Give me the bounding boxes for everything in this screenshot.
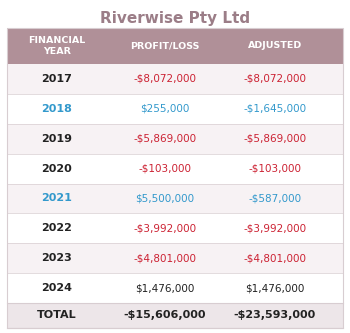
Bar [7, 124, 343, 154]
Bar [7, 243, 343, 273]
Text: -$4,801,000: -$4,801,000 [133, 253, 196, 263]
Text: FINANCIAL
YEAR: FINANCIAL YEAR [28, 36, 86, 56]
Text: -$8,072,000: -$8,072,000 [244, 74, 307, 84]
Text: -$103,000: -$103,000 [248, 164, 301, 173]
Text: -$23,593,000: -$23,593,000 [234, 310, 316, 320]
Text: $5,500,000: $5,500,000 [135, 193, 195, 203]
Bar [7, 94, 343, 124]
Text: -$587,000: -$587,000 [248, 193, 302, 203]
Text: -$3,992,000: -$3,992,000 [133, 223, 197, 233]
Bar [7, 64, 343, 94]
Text: -$4,801,000: -$4,801,000 [244, 253, 307, 263]
Text: 2020: 2020 [42, 164, 72, 173]
Text: -$5,869,000: -$5,869,000 [244, 134, 307, 144]
Text: 2021: 2021 [42, 193, 72, 203]
Text: PROFIT/LOSS: PROFIT/LOSS [130, 42, 200, 51]
Bar [7, 273, 343, 303]
Text: -$3,992,000: -$3,992,000 [244, 223, 307, 233]
Text: -$103,000: -$103,000 [139, 164, 191, 173]
Bar [7, 28, 343, 64]
Text: 2019: 2019 [42, 134, 72, 144]
Text: 2023: 2023 [42, 253, 72, 263]
Text: -$8,072,000: -$8,072,000 [133, 74, 196, 84]
Text: ADJUSTED: ADJUSTED [248, 42, 302, 51]
Bar [7, 213, 343, 243]
Text: 2022: 2022 [42, 223, 72, 233]
Bar [7, 303, 343, 328]
Text: $1,476,000: $1,476,000 [135, 283, 195, 293]
Text: -$15,606,000: -$15,606,000 [124, 310, 206, 320]
Text: Riverwise Pty Ltd: Riverwise Pty Ltd [100, 11, 250, 26]
Bar [7, 154, 343, 183]
Bar [7, 183, 343, 213]
Text: 2018: 2018 [42, 104, 72, 114]
Text: $255,000: $255,000 [140, 104, 190, 114]
Text: -$1,645,000: -$1,645,000 [244, 104, 307, 114]
Text: -$5,869,000: -$5,869,000 [133, 134, 197, 144]
Text: $1,476,000: $1,476,000 [245, 283, 305, 293]
Text: 2017: 2017 [42, 74, 72, 84]
Text: TOTAL: TOTAL [37, 310, 77, 320]
Text: 2024: 2024 [42, 283, 72, 293]
